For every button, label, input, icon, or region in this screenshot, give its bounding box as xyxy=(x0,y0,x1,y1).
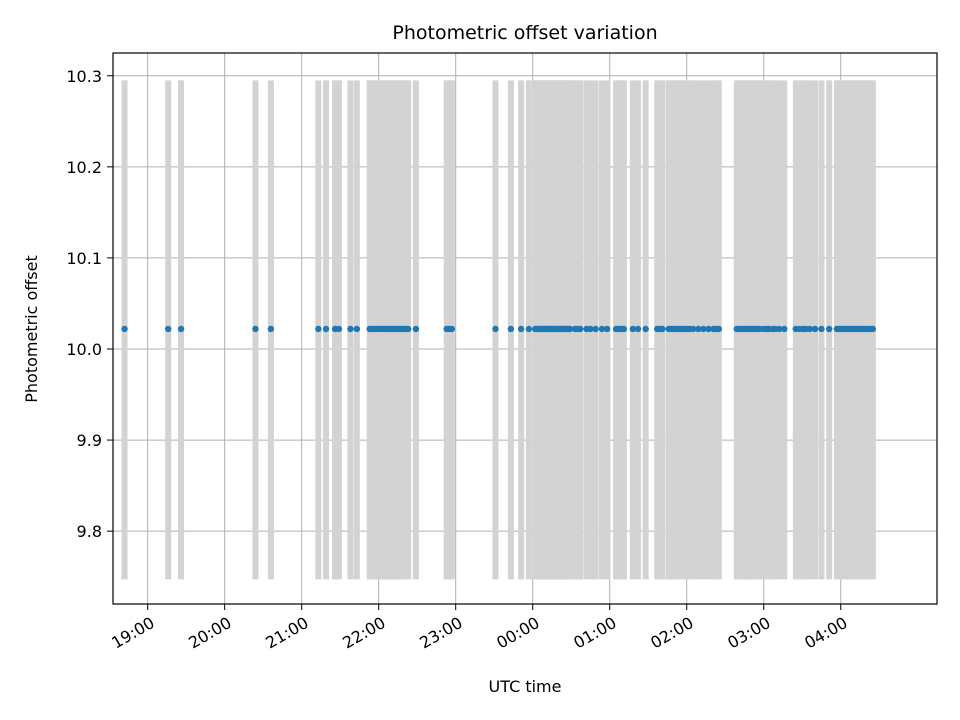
data-point xyxy=(629,325,637,333)
x-tick-label: 04:00 xyxy=(801,613,850,653)
y-tick-label: 10.3 xyxy=(66,67,102,86)
y-tick-label: 9.8 xyxy=(77,522,102,541)
data-point xyxy=(598,325,606,333)
x-tick-label: 01:00 xyxy=(570,613,619,653)
data-point xyxy=(121,325,128,333)
data-point xyxy=(811,325,819,333)
data-point xyxy=(806,325,814,333)
data-point xyxy=(492,325,499,333)
x-axis-label: UTC time xyxy=(489,677,562,696)
x-tick-label: 02:00 xyxy=(647,613,696,653)
data-point xyxy=(642,325,649,333)
x-tick-label: 21:00 xyxy=(262,613,311,653)
x-tick-label: 22:00 xyxy=(339,613,388,653)
data-point xyxy=(353,325,361,333)
x-tick-label: 19:00 xyxy=(108,613,157,653)
data-points xyxy=(121,325,877,333)
data-point xyxy=(525,325,533,333)
data-point xyxy=(576,325,584,333)
data-point xyxy=(405,325,412,333)
data-point xyxy=(700,325,707,333)
data-point xyxy=(781,325,788,333)
data-point xyxy=(869,325,877,333)
data-point xyxy=(177,325,185,333)
data-point xyxy=(335,325,343,333)
data-point xyxy=(620,325,628,333)
data-point xyxy=(603,325,611,333)
data-point xyxy=(322,325,330,333)
x-tick-label: 03:00 xyxy=(724,613,773,653)
y-axis: 9.8 9.9 10.0 10.1 10.2 10.3 xyxy=(66,67,113,541)
x-axis: 19:00 20:00 21:00 22:00 23:00 00:00 01:00 02:00… xyxy=(108,604,851,653)
data-point xyxy=(412,325,420,333)
data-point xyxy=(695,325,702,333)
chart-title: Photometric offset variation xyxy=(392,22,657,44)
data-point xyxy=(315,325,322,333)
data-point xyxy=(517,325,525,333)
data-point xyxy=(634,325,642,333)
data-point xyxy=(587,325,594,333)
data-point xyxy=(347,325,354,333)
y-tick-label: 10.1 xyxy=(66,249,102,268)
data-point xyxy=(507,325,515,333)
data-point xyxy=(818,325,825,333)
data-point xyxy=(659,325,666,333)
data-point xyxy=(164,325,172,333)
data-point xyxy=(775,325,783,333)
x-tick-label: 20:00 xyxy=(185,613,234,653)
data-point xyxy=(825,325,833,333)
data-point xyxy=(592,325,599,333)
x-tick-label: 23:00 xyxy=(416,613,465,653)
y-axis-label: Photometric offset xyxy=(22,255,41,403)
y-tick-label: 10.2 xyxy=(66,158,102,177)
data-point xyxy=(252,325,259,333)
data-point xyxy=(566,325,574,333)
plot-frame xyxy=(112,52,938,605)
y-tick-label: 10.0 xyxy=(66,340,102,359)
y-tick-label: 9.9 xyxy=(77,431,102,450)
data-point xyxy=(715,325,723,333)
data-point xyxy=(689,325,697,333)
data-point xyxy=(705,325,712,333)
data-point xyxy=(448,325,456,333)
data-point xyxy=(267,325,275,333)
x-tick-label: 00:00 xyxy=(493,613,542,653)
